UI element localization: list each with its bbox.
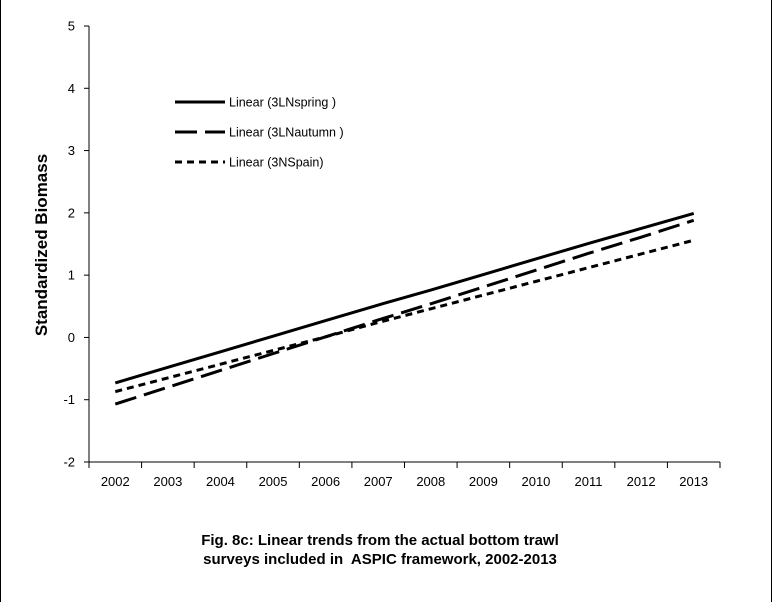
y-tick-label: 4 bbox=[68, 81, 75, 96]
x-tick-label: 2007 bbox=[364, 474, 393, 489]
x-tick-label: 2002 bbox=[101, 474, 130, 489]
x-tick-label: 2013 bbox=[679, 474, 708, 489]
x-tick-label: 2011 bbox=[575, 474, 603, 489]
x-tick-label: 2010 bbox=[521, 474, 550, 489]
x-tick-label: 2003 bbox=[153, 474, 182, 489]
x-tick-label: 2004 bbox=[206, 474, 235, 489]
y-tick-label: 2 bbox=[68, 205, 75, 220]
axes bbox=[88, 26, 720, 463]
y-ticks: -2 -1 0 1 2 3 4 5 bbox=[63, 19, 89, 470]
series-lines bbox=[114, 212, 695, 406]
caption-line-1: Fig. 8c: Linear trends from the actual b… bbox=[201, 532, 559, 549]
x-tick-label: 2005 bbox=[259, 474, 288, 489]
figure-caption: Fig. 8c: Linear trends from the actual b… bbox=[150, 531, 610, 569]
legend: Linear (3LNspring ) Linear (3LNautumn ) Li… bbox=[175, 96, 344, 170]
x-tick-label: 2009 bbox=[469, 474, 498, 489]
series-line-2 bbox=[114, 218, 695, 406]
x-ticks: 2002 2003 2004 2005 2006 2007 2008 2009 2010 2011… bbox=[88, 462, 721, 489]
y-tick-label: 3 bbox=[68, 143, 75, 158]
x-tick-label: 2006 bbox=[311, 474, 340, 489]
y-tick-label: 1 bbox=[68, 268, 75, 283]
x-tick-label: 2008 bbox=[416, 474, 445, 489]
caption-line-2: surveys included in ASPIC framework, 200… bbox=[203, 551, 557, 568]
series-line-1 bbox=[114, 212, 695, 385]
y-tick-label: -1 bbox=[63, 392, 75, 407]
legend-label-3: Linear (3NSpain) bbox=[229, 156, 324, 170]
legend-label-2: Linear (3LNautumn ) bbox=[229, 126, 344, 140]
x-tick-label: 2012 bbox=[627, 474, 656, 489]
y-tick-label: -2 bbox=[63, 455, 75, 470]
series-line-3 bbox=[114, 238, 695, 394]
y-tick-label: 0 bbox=[68, 330, 75, 345]
legend-label-1: Linear (3LNspring ) bbox=[229, 96, 336, 110]
y-axis-title: Standardized Biomass bbox=[32, 154, 51, 336]
y-tick-label: 5 bbox=[68, 19, 75, 34]
